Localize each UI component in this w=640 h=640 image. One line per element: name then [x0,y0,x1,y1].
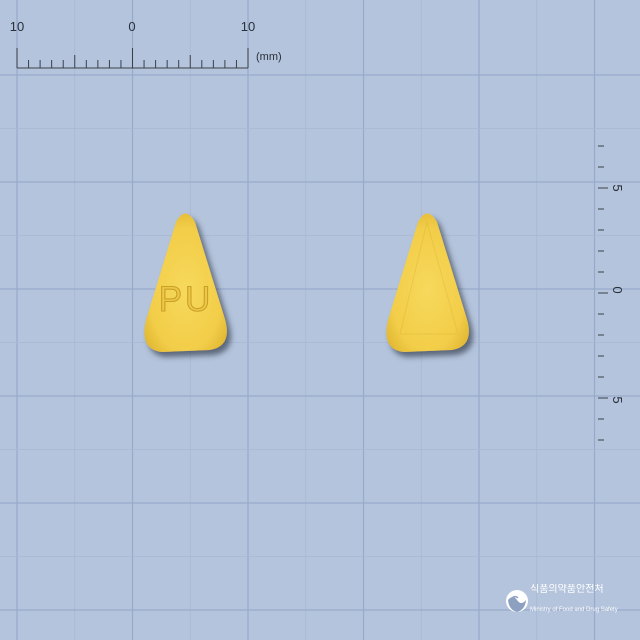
pill-front-body [144,213,227,352]
ruler-top-label: 10 [240,19,256,34]
ministry-logo: 식품의약품안전처 Ministry of Food and Drug Safet… [503,582,635,622]
pill-back [386,213,469,352]
ruler-right-label: 0 [610,286,625,294]
ruler-right-label: 5 [610,396,625,404]
ministry-emblem-icon [506,590,528,612]
ruler-top [16,48,249,69]
logo-name-ko: 식품의약품안전처 [530,584,604,595]
pill-back-body [386,213,469,352]
ruler-top-label: 10 [9,19,25,34]
pill-front: PU [144,213,227,352]
ruler-unit-label: (mm) [256,51,282,63]
ruler-right-label: 5 [610,184,625,192]
ruler-right [598,145,608,441]
pill-back-bevel [399,221,459,335]
logo-name-en: Ministry of Food and Drug Safety [530,607,618,613]
pill-imprint: PU [159,280,214,319]
ruler-top-label: 0 [128,19,136,34]
